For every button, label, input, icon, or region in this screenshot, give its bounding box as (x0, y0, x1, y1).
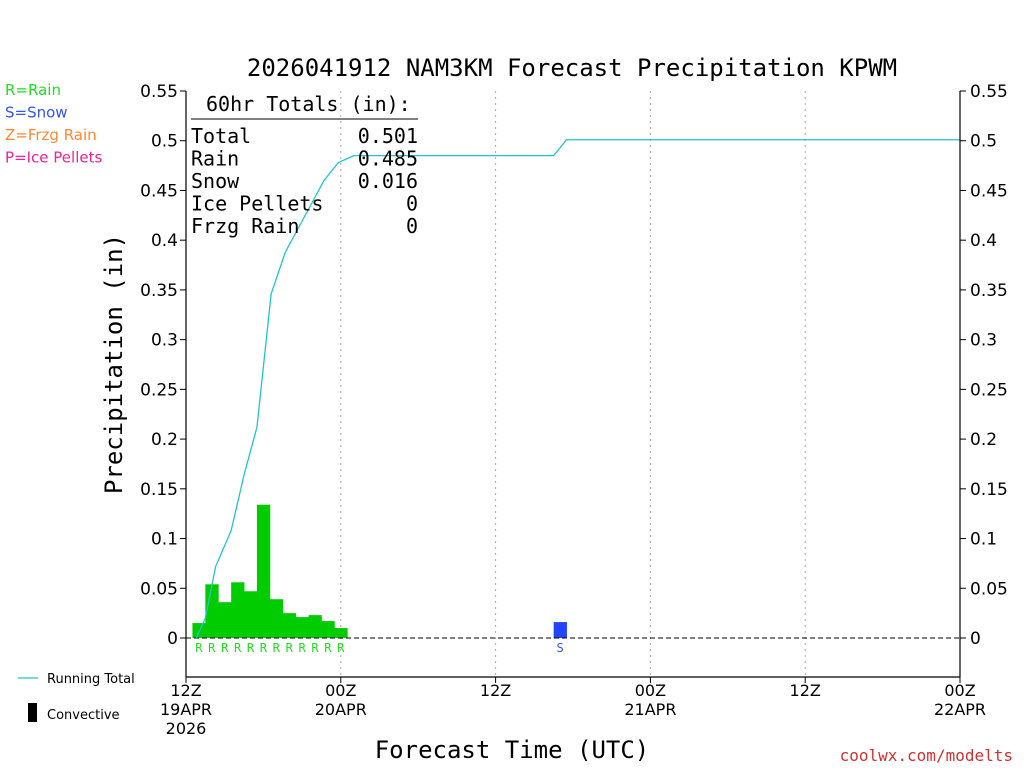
grid-layer (340, 91, 806, 677)
totals-row-value: 0 (406, 192, 418, 216)
y-tick-label-right: 0.05 (970, 579, 1008, 599)
y-tick-label-right: 0.45 (970, 181, 1008, 201)
bars-layer (186, 504, 960, 639)
precip-type-legend-item: Z=Frzg Rain (5, 126, 97, 144)
x-tick-label: 19APR (160, 700, 212, 719)
totals-row-value: 0.016 (358, 169, 418, 193)
y-tick-label-right: 0.35 (970, 281, 1008, 301)
precip-type-legend-item: P=Ice Pellets (5, 149, 102, 167)
precip-type-legend-item: S=Snow (5, 104, 68, 122)
totals-rows: Total 0.501 Rain 0.485 Snow 0.016 Ice Pellets 0… (191, 124, 418, 238)
y-tick-label-right: 0.3 (970, 331, 997, 351)
credit-link[interactable]: coolwx.com/modelts (840, 746, 1013, 765)
y-tick-label-right: 0.55 (970, 82, 1008, 102)
running-total-layer (195, 139, 960, 639)
rain-bar (205, 584, 219, 638)
precip-type-label: R (260, 641, 268, 655)
rain-bar (282, 613, 297, 638)
x-tick-label: 21APR (624, 700, 676, 719)
rain-bar (218, 602, 232, 638)
precip-type-label: R (234, 641, 242, 655)
precip-type-label: R (195, 641, 203, 655)
y-tick-label-left: 0.2 (151, 430, 178, 450)
convective-legend-swatch (28, 703, 37, 722)
rain-bar (308, 615, 322, 638)
precip-type-label: R (286, 641, 294, 655)
precip-type-label: R (298, 641, 306, 655)
y-tick-label-left: 0.05 (140, 579, 178, 599)
precip-type-label: R (311, 641, 319, 655)
x-tick-label: 00Z (944, 681, 975, 700)
convective-legend-label: Convective (47, 708, 120, 723)
y-tick-label-right: 0 (970, 629, 981, 649)
precip-type-label: R (273, 641, 281, 655)
totals-row-value: 0.501 (358, 124, 418, 148)
snow-bar (553, 622, 567, 638)
precip-type-label: R (247, 641, 255, 655)
bottom-legend: Running Total Convective (18, 672, 135, 723)
axis-layer (185, 91, 961, 678)
y-ticks-right: 0.55 0.5 0.45 0.4 0.35 0.3 0.25 0.2 0.15 0.1 0.05 0 (960, 82, 1008, 649)
precip-type-legend-item: R=Rain (5, 81, 61, 99)
y-tick-label-left: 0.45 (140, 181, 178, 201)
y-tick-label-left: 0.3 (151, 331, 178, 351)
totals-row-value: 0.485 (358, 147, 418, 171)
x-tick-label: 12Z (480, 681, 511, 700)
y-tick-label-right: 0.15 (970, 480, 1008, 500)
rain-bar (231, 582, 245, 638)
y-tick-label-right: 0.4 (970, 231, 997, 251)
x-tick-label: 00Z (325, 681, 356, 700)
y-tick-label-left: 0.55 (140, 82, 178, 102)
totals-row-label: Total (191, 124, 251, 148)
rain-bar (269, 599, 284, 638)
precip-type-legend: R=Rain S=Snow Z=Frzg Rain P=Ice Pellets (5, 81, 102, 167)
totals-row-label: Rain (191, 147, 239, 171)
y-tick-label-left: 0.35 (140, 281, 178, 301)
totals-box: 60hr Totals (in): Total 0.501 Rain 0.485 Sno… (191, 92, 418, 238)
running-total-legend-label: Running Total (47, 672, 135, 687)
y-tick-label-right: 0.1 (970, 530, 997, 550)
precip-type-label: R (221, 641, 229, 655)
totals-heading: 60hr Totals (in): (206, 92, 411, 116)
y-tick-label-left: 0.25 (140, 380, 178, 400)
x-tick-label: 20APR (315, 700, 367, 719)
x-tick-label: 00Z (635, 681, 666, 700)
precip-type-label: S (556, 641, 563, 655)
x-tick-label: 22APR (934, 700, 986, 719)
rain-bar (295, 617, 309, 638)
y-axis-label: Precipitation (in) (100, 234, 128, 494)
y-tick-label-left: 0.15 (140, 480, 178, 500)
precip-type-label: R (324, 641, 332, 655)
x-tick-label: 12Z (790, 681, 821, 700)
chart-title: 2026041912 NAM3KM Forecast Precipitation… (247, 54, 897, 82)
running-total-line (195, 139, 960, 639)
totals-row-label: Snow (191, 169, 240, 193)
y-tick-label-left: 0.4 (151, 231, 178, 251)
precip-type-label: R (208, 641, 216, 655)
y-tick-label-left: 0.5 (151, 132, 178, 152)
rain-bar (244, 591, 258, 638)
x-tick-label: 12Z (170, 681, 201, 700)
y-tick-label-left: 0.1 (151, 530, 178, 550)
x-tick-label: 2026 (166, 719, 207, 738)
rain-bar (334, 628, 348, 638)
totals-row-label: Frzg Rain (191, 214, 299, 238)
x-axis-label: Forecast Time (UTC) (375, 736, 650, 764)
y-tick-label-right: 0.25 (970, 380, 1008, 400)
y-ticks-left: 0.55 0.5 0.45 0.4 0.35 0.3 0.25 0.2 0.15 0.1 0.05 0 (140, 82, 186, 649)
precip-type-label: R (337, 641, 345, 655)
totals-row-label: Ice Pellets (191, 192, 323, 216)
totals-row-value: 0 (406, 214, 418, 238)
rain-bar (256, 504, 271, 638)
y-tick-label-left: 0 (167, 629, 178, 649)
y-tick-label-right: 0.2 (970, 430, 997, 450)
y-tick-label-right: 0.5 (970, 132, 997, 152)
rain-bar (321, 621, 335, 638)
